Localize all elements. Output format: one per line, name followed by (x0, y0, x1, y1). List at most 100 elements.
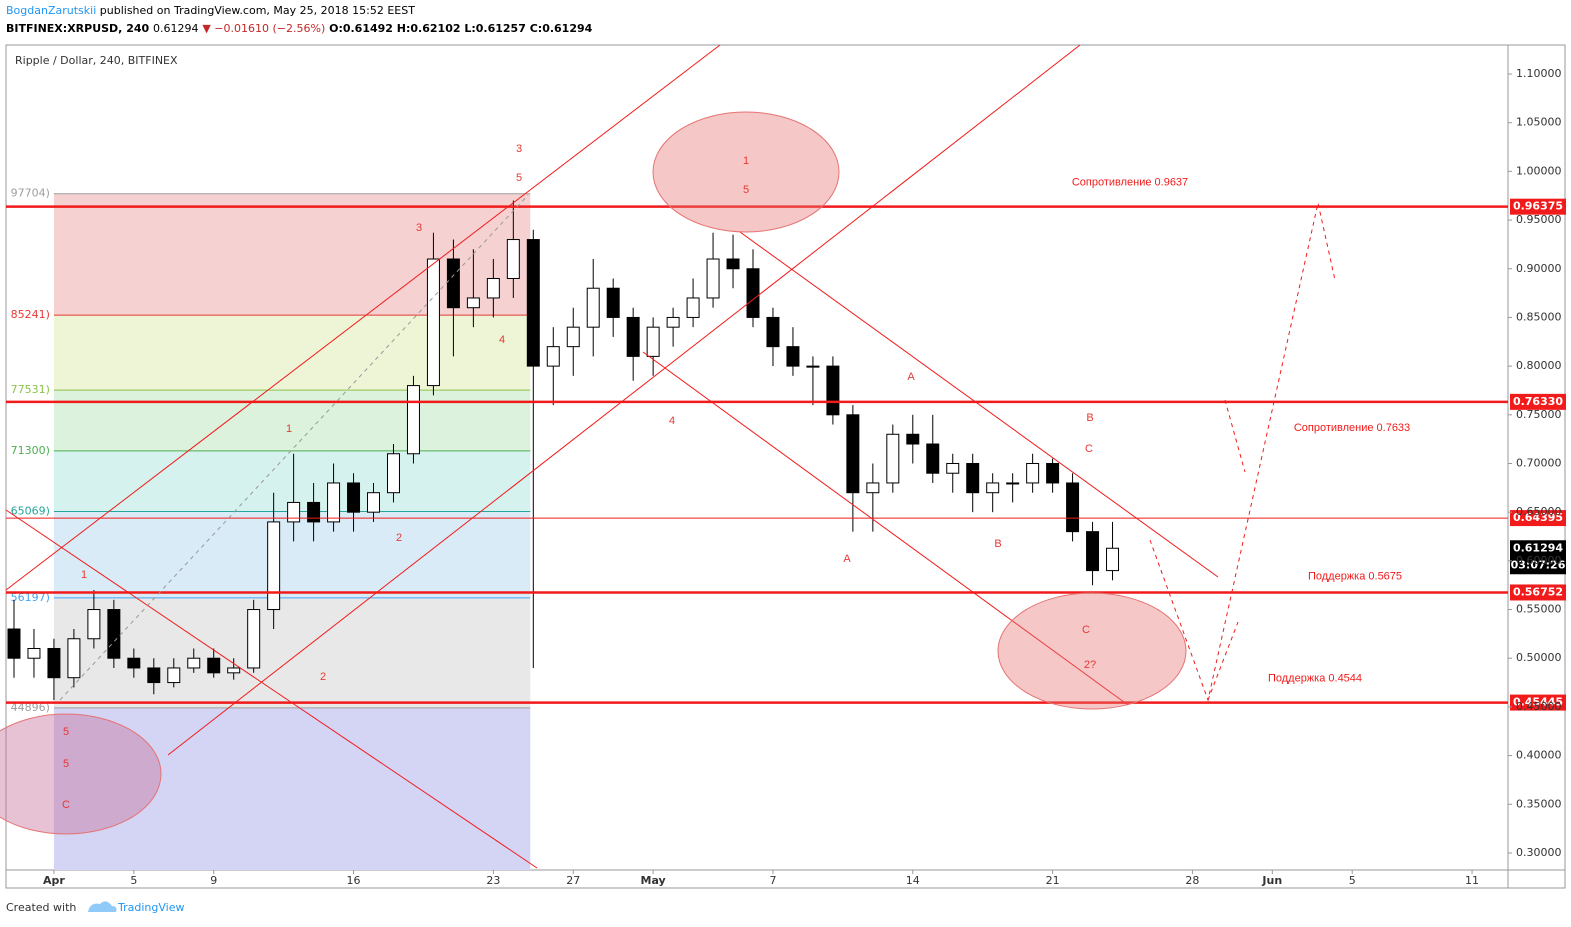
candle-body (906, 433, 920, 445)
candle-body (267, 521, 281, 611)
price-label-box (1510, 584, 1566, 601)
trend-line (5, 44, 721, 591)
symbol-line: BITFINEX:XRPUSD, 240 0.61294 ▼ −0.01610 … (6, 22, 593, 35)
candle-body (986, 482, 1000, 494)
fib-zone (53, 707, 531, 870)
candle-body (1086, 531, 1100, 572)
last: 0.61294 (153, 22, 199, 35)
x-tick-label: 27 (566, 874, 580, 887)
high: H:0.62102 (397, 22, 461, 35)
annotation: A (843, 553, 851, 565)
last-price: 0.61294 (1513, 541, 1563, 554)
x-tick-label: May (641, 874, 666, 887)
author[interactable]: BogdanZarutskii (6, 4, 96, 17)
change: ▼ −0.01610 (−2.56%) (202, 22, 325, 35)
footer-created: Created with (6, 901, 76, 914)
fib-retracement: 97704) 85241) 77531) 71300) 65069) 56197) 4489… (11, 187, 531, 870)
chart-title: Ripple / Dollar, 240, BITFINEX (15, 54, 178, 67)
ellipse (997, 592, 1187, 710)
candle-body (207, 657, 221, 674)
annotation: 5 (743, 184, 749, 196)
candle-body (47, 647, 61, 679)
y-tick-label: 0.85000 (1516, 310, 1562, 323)
annotation: 2 (320, 671, 326, 683)
candle-body (926, 443, 940, 474)
fib-zone (53, 315, 531, 391)
fib-label: 77531) (11, 383, 50, 396)
price-label-box (1510, 694, 1566, 711)
candle-body (1026, 462, 1040, 484)
x-tick-label: 5 (1349, 874, 1356, 887)
price-label-box (1510, 198, 1566, 215)
annotation: 5 (63, 758, 69, 770)
ellipse (652, 111, 840, 233)
candle-body (606, 287, 620, 318)
y-tick-label: 0.90000 (1516, 262, 1562, 275)
annotation: 5 (516, 172, 522, 184)
annotation: 4 (669, 415, 675, 427)
y-tick-label: 0.60000 (1516, 554, 1562, 567)
y-tick-label: 0.40000 (1516, 749, 1562, 762)
symbol: BITFINEX:XRPUSD, 240 (6, 22, 150, 35)
x-tick-label: 16 (347, 874, 361, 887)
price-label: 0.96375 (1513, 200, 1563, 213)
fib-label: 56197) (11, 591, 50, 604)
published: published on TradingView.com, May 25, 20… (100, 4, 415, 17)
y-tick-label: 0.65000 (1516, 505, 1562, 518)
trend-line (642, 351, 1129, 706)
projection (1149, 202, 1336, 702)
levels: 0.96375 Сопротивление 0.9637 0.76330 Сопрот… (6, 177, 1566, 711)
fib-zone (53, 450, 531, 512)
footer-brand[interactable]: TradingView (117, 901, 184, 914)
open: O:0.61492 (329, 22, 393, 35)
fib-label: 65069) (11, 505, 50, 518)
trend-line (739, 231, 1219, 578)
candle-body (1046, 462, 1060, 484)
candle-body (1066, 482, 1080, 533)
x-tick-label: 11 (1465, 874, 1479, 887)
candle-body (466, 297, 480, 309)
candle-body (646, 326, 660, 357)
annotations: 3 5 3 4 1 2 1 2 5 5 C 1 5 4 A A B B C C … (62, 143, 1096, 811)
y-tick-label: 0.70000 (1516, 456, 1562, 469)
x-tick-label: Apr (43, 874, 65, 887)
candle-body (526, 239, 540, 367)
level-note: Поддержка 0.4544 (1268, 672, 1362, 684)
drawings (0, 44, 1336, 869)
candle-body (426, 258, 440, 387)
candle-body (87, 609, 101, 640)
header: BogdanZarutskii published on TradingView… (6, 4, 415, 17)
candle-body (846, 414, 860, 494)
price-label: 0.45445 (1513, 696, 1563, 709)
level-note: Сопротивление 0.7633 (1294, 422, 1410, 434)
candle-body (546, 346, 560, 367)
price-label: 0.64395 (1513, 511, 1563, 524)
low: L:0.61257 (464, 22, 526, 35)
y-tick-label: 1.00000 (1516, 164, 1562, 177)
annotation: 1 (743, 155, 749, 167)
last-price-box (1510, 540, 1566, 575)
candle-body (247, 609, 261, 669)
candle-body (786, 346, 800, 367)
annotation: 5 (63, 726, 69, 738)
candle-body (1006, 482, 1020, 485)
y-tick-label: 0.75000 (1516, 408, 1562, 421)
annotation: 4 (499, 334, 505, 346)
price-label: 0.56752 (1513, 585, 1563, 598)
candle-body (327, 482, 341, 523)
x-tick-label: 14 (906, 874, 920, 887)
price-label-box (1510, 510, 1566, 527)
fib-label: 71300) (11, 444, 50, 457)
candle-body (566, 326, 580, 348)
candle-body (886, 433, 900, 484)
annotation: B (994, 538, 1001, 550)
candle-body (966, 462, 980, 494)
y-tick-label: 0.80000 (1516, 359, 1562, 372)
candle-body (806, 365, 820, 368)
candle-body (766, 316, 780, 348)
fib-trend (59, 194, 529, 701)
annotation: 3 (416, 222, 422, 234)
y-tick-label: 1.10000 (1516, 67, 1562, 80)
y-tick-label: 0.30000 (1516, 846, 1562, 859)
candle-body (686, 297, 700, 318)
